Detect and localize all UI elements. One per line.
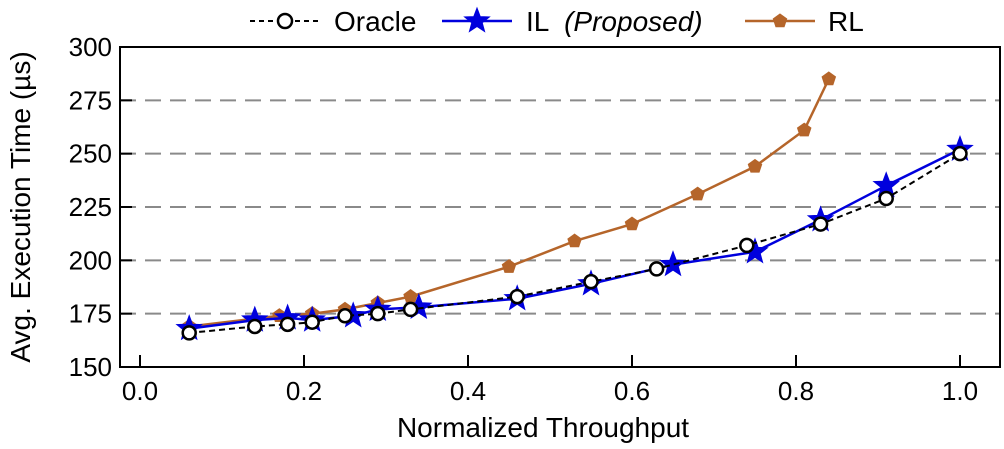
series-layer bbox=[175, 71, 974, 341]
y-tick-label: 300 bbox=[69, 32, 112, 62]
grid-lines bbox=[120, 99, 1000, 315]
legend-oracle-marker bbox=[276, 12, 294, 30]
series-rl-point bbox=[501, 259, 517, 273]
legend-rl-marker bbox=[772, 13, 788, 28]
series-oracle-point bbox=[509, 288, 525, 305]
legend-oracle-label: Oracle bbox=[334, 6, 416, 37]
series-oracle-point bbox=[304, 314, 320, 330]
x-axis-title: Normalized Throughput bbox=[397, 412, 689, 443]
x-tick-label: 0.4 bbox=[450, 376, 486, 406]
series-oracle-point bbox=[370, 305, 386, 322]
x-tick-label: 0.0 bbox=[122, 376, 158, 406]
series-oracle-point bbox=[812, 216, 829, 232]
series-rl-point bbox=[690, 186, 705, 201]
series-rl-point bbox=[624, 216, 640, 231]
series-rl-point bbox=[747, 158, 763, 173]
legend-rl-label: RL bbox=[828, 6, 864, 37]
series-rl-point bbox=[796, 122, 812, 137]
legend-il-star bbox=[463, 6, 491, 33]
x-tick-label: 0.6 bbox=[614, 376, 650, 406]
legend: Oracle IL (Proposed) RL bbox=[250, 6, 864, 37]
series-rl-point bbox=[567, 233, 582, 248]
series-oracle bbox=[181, 145, 968, 341]
series-oracle-point bbox=[648, 261, 665, 277]
y-tick-label: 150 bbox=[69, 352, 112, 382]
series-oracle-point bbox=[181, 325, 197, 341]
axis-ticks: 150 175 200 225 250 275 300 0.0 0.2 0.4 0.6 0.8 1.0 bbox=[69, 32, 978, 406]
y-tick-label: 225 bbox=[69, 192, 112, 222]
y-axis-title: Avg. Execution Time (µs) bbox=[5, 51, 36, 362]
series-oracle-point bbox=[402, 301, 419, 318]
x-tick-label: 0.2 bbox=[286, 376, 322, 406]
series-oracle-point bbox=[279, 316, 296, 333]
legend-il-label: IL (Proposed) bbox=[526, 6, 703, 37]
series-oracle-point bbox=[878, 190, 894, 207]
series-oracle-point bbox=[247, 318, 263, 335]
y-tick-label: 275 bbox=[69, 85, 112, 115]
series-oracle-point bbox=[337, 308, 353, 324]
legend-il-suffix: (Proposed) bbox=[564, 6, 703, 37]
legend-rl-pentagon bbox=[772, 13, 788, 28]
series-oracle-point bbox=[952, 145, 968, 162]
x-tick-label: 1.0 bbox=[942, 376, 978, 406]
series-oracle-point bbox=[583, 273, 599, 290]
legend-il-name: IL bbox=[526, 6, 549, 37]
series-rl-line bbox=[189, 78, 830, 328]
series-rl-point bbox=[821, 71, 837, 86]
legend-il-marker bbox=[463, 6, 491, 33]
y-tick-label: 200 bbox=[69, 245, 112, 275]
x-tick-label: 0.8 bbox=[778, 376, 814, 406]
series-oracle-point bbox=[739, 237, 755, 254]
series-il-point bbox=[659, 250, 687, 277]
series-rl bbox=[181, 71, 837, 333]
series-rl-point bbox=[403, 288, 418, 303]
y-tick-label: 250 bbox=[69, 139, 112, 169]
y-tick-label: 175 bbox=[69, 299, 112, 329]
